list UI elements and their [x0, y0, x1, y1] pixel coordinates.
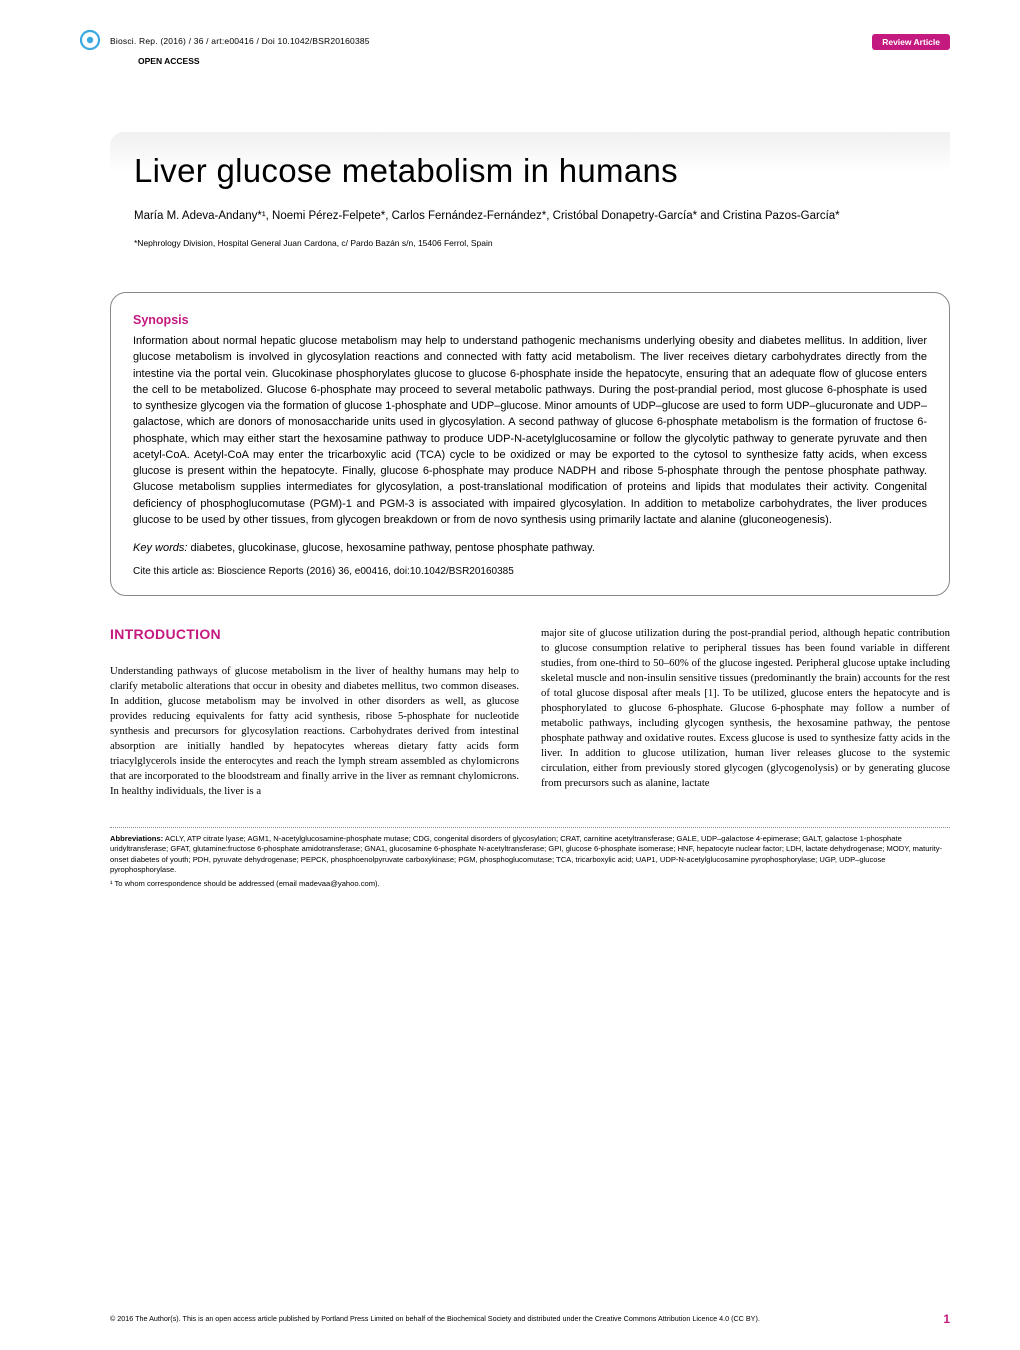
keywords: Key words: diabetes, glucokinase, glucos… — [133, 542, 927, 554]
left-column: INTRODUCTION Understanding pathways of g… — [110, 626, 519, 799]
separator-dotted — [110, 827, 950, 828]
right-column: major site of glucose utilization during… — [541, 626, 950, 799]
journal-marker-icon — [76, 22, 104, 50]
article-title: Liver glucose metabolism in humans — [134, 152, 950, 190]
citation-line: Cite this article as: Bioscience Reports… — [133, 566, 927, 577]
copyright-text: © 2016 The Author(s). This is an open ac… — [110, 1314, 933, 1323]
journal-reference: Biosci. Rep. (2016) / 36 / art:e00416 / … — [110, 36, 950, 46]
intro-text-left: Understanding pathways of glucose metabo… — [110, 664, 519, 799]
page-footer: © 2016 The Author(s). This is an open ac… — [110, 1312, 950, 1326]
synopsis-box: Synopsis Information about normal hepati… — [110, 292, 950, 596]
abbreviations-text: ACLY, ATP citrate lyase; AGM1, N-acetylg… — [110, 834, 942, 874]
author-list: María M. Adeva-Andany*¹, Noemi Pérez-Fel… — [134, 208, 950, 224]
keywords-label: Key words: — [133, 542, 187, 554]
page-number: 1 — [943, 1312, 950, 1326]
body-columns: INTRODUCTION Understanding pathways of g… — [110, 626, 950, 799]
section-heading-introduction: INTRODUCTION — [110, 626, 519, 642]
open-access-label: OPEN ACCESS — [138, 56, 950, 66]
synopsis-heading: Synopsis — [133, 313, 927, 327]
synopsis-text: Information about normal hepatic glucose… — [133, 333, 927, 528]
title-block: Liver glucose metabolism in humans María… — [110, 132, 950, 264]
abbreviations-block: Abbreviations: ACLY, ATP citrate lyase; … — [110, 834, 950, 875]
abbreviations-label: Abbreviations: — [110, 834, 163, 843]
affiliation: *Nephrology Division, Hospital General J… — [134, 238, 950, 248]
intro-text-right: major site of glucose utilization during… — [541, 626, 950, 791]
correspondence-note: ¹ To whom correspondence should be addre… — [110, 879, 950, 888]
article-type-badge: Review Article — [872, 34, 950, 50]
keywords-list: diabetes, glucokinase, glucose, hexosami… — [190, 542, 594, 554]
page-container: Biosci. Rep. (2016) / 36 / art:e00416 / … — [0, 0, 1020, 908]
